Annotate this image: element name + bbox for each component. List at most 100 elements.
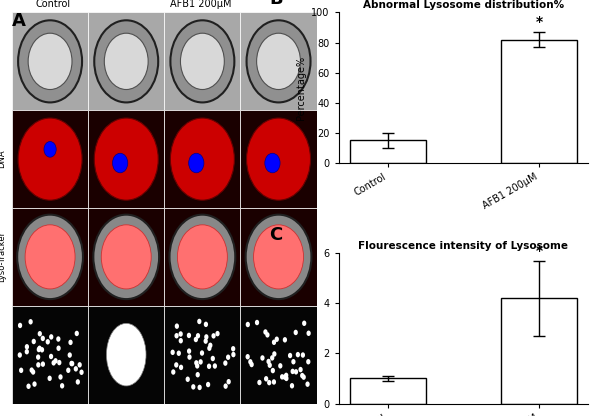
Circle shape — [197, 319, 202, 324]
Circle shape — [250, 362, 254, 367]
Circle shape — [32, 339, 36, 344]
Circle shape — [305, 381, 310, 387]
Bar — [12, 12, 88, 110]
Circle shape — [94, 215, 159, 299]
Circle shape — [278, 363, 283, 369]
Text: AFB1 200μM: AFB1 200μM — [170, 0, 232, 9]
Circle shape — [257, 380, 262, 385]
Circle shape — [227, 379, 231, 384]
Bar — [241, 12, 317, 110]
Text: Lyso-Tracker: Lyso-Tracker — [0, 231, 6, 282]
Ellipse shape — [106, 323, 146, 386]
Circle shape — [284, 376, 289, 381]
Circle shape — [26, 384, 31, 389]
Circle shape — [77, 362, 82, 368]
Circle shape — [245, 354, 250, 359]
Circle shape — [302, 321, 307, 326]
Circle shape — [270, 355, 274, 361]
Bar — [12, 208, 88, 306]
Circle shape — [296, 352, 300, 357]
Circle shape — [213, 363, 217, 369]
Circle shape — [68, 352, 72, 358]
Circle shape — [199, 359, 203, 365]
Circle shape — [271, 368, 275, 373]
Circle shape — [197, 385, 202, 390]
Circle shape — [283, 337, 287, 342]
Circle shape — [37, 347, 41, 352]
Text: *: * — [535, 15, 542, 29]
Circle shape — [280, 374, 284, 379]
Circle shape — [195, 363, 199, 369]
Bar — [12, 110, 88, 208]
Bar — [164, 12, 241, 110]
Circle shape — [284, 373, 289, 378]
Circle shape — [265, 332, 269, 338]
Circle shape — [56, 346, 61, 351]
Circle shape — [185, 376, 190, 382]
Text: A: A — [12, 12, 26, 30]
Circle shape — [41, 362, 45, 367]
Circle shape — [257, 33, 301, 89]
Circle shape — [226, 354, 230, 360]
Circle shape — [174, 362, 178, 368]
Circle shape — [25, 225, 75, 289]
Circle shape — [52, 360, 56, 366]
Circle shape — [204, 334, 208, 340]
Circle shape — [275, 337, 279, 342]
Circle shape — [56, 336, 61, 342]
Circle shape — [74, 366, 78, 371]
Circle shape — [46, 339, 50, 344]
Circle shape — [70, 361, 74, 366]
Circle shape — [188, 153, 204, 173]
Circle shape — [68, 339, 73, 345]
Circle shape — [207, 364, 211, 369]
Circle shape — [300, 373, 304, 378]
Circle shape — [268, 362, 272, 368]
Circle shape — [290, 369, 295, 374]
Text: *: * — [535, 244, 542, 258]
Y-axis label: Percentage%: Percentage% — [296, 56, 306, 120]
Circle shape — [260, 355, 265, 361]
Circle shape — [211, 356, 215, 361]
Circle shape — [175, 323, 179, 329]
Circle shape — [31, 369, 35, 375]
Circle shape — [196, 333, 200, 339]
Circle shape — [247, 20, 311, 102]
Circle shape — [272, 339, 276, 345]
Circle shape — [194, 337, 198, 342]
Circle shape — [223, 384, 228, 389]
Circle shape — [170, 118, 235, 200]
Circle shape — [25, 349, 29, 354]
Circle shape — [28, 319, 33, 324]
Circle shape — [272, 379, 276, 385]
Circle shape — [283, 374, 287, 380]
Bar — [164, 110, 241, 208]
Circle shape — [265, 153, 280, 173]
Circle shape — [41, 336, 45, 341]
Circle shape — [194, 360, 199, 366]
Circle shape — [254, 225, 304, 289]
Circle shape — [47, 376, 52, 381]
Circle shape — [301, 352, 305, 358]
Circle shape — [171, 369, 175, 375]
Circle shape — [204, 322, 208, 327]
Circle shape — [191, 384, 196, 390]
Circle shape — [181, 33, 224, 89]
Title: Flourescence intensity of Lysosome: Flourescence intensity of Lysosome — [358, 241, 568, 251]
Circle shape — [37, 346, 41, 351]
Bar — [88, 12, 164, 110]
Circle shape — [57, 360, 61, 365]
Bar — [164, 208, 241, 306]
Circle shape — [298, 367, 303, 372]
Circle shape — [104, 33, 148, 89]
Circle shape — [272, 351, 277, 357]
Circle shape — [179, 338, 183, 344]
Circle shape — [231, 352, 236, 357]
Circle shape — [17, 352, 22, 358]
Circle shape — [79, 369, 83, 375]
Circle shape — [255, 320, 259, 325]
Circle shape — [76, 379, 80, 385]
Bar — [12, 306, 88, 404]
Bar — [501, 298, 577, 404]
Circle shape — [18, 20, 82, 102]
